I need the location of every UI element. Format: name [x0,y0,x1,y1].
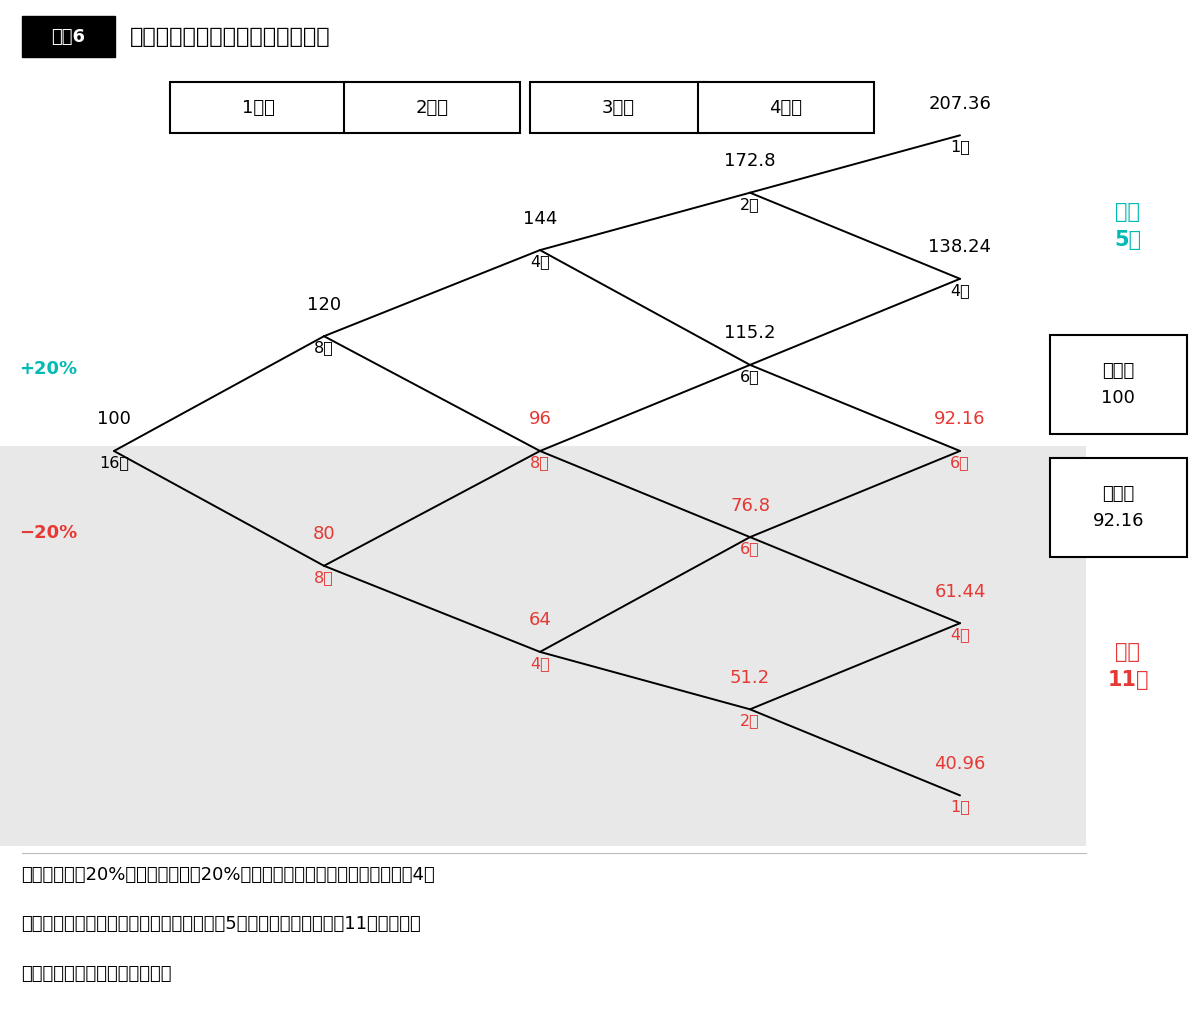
Text: −20%: −20% [19,524,77,542]
Text: 64: 64 [528,611,552,629]
Bar [22,16,115,57]
Text: 6人: 6人 [740,369,760,384]
Text: 2回目: 2回目 [415,98,449,117]
FancyBboxPatch shape [1050,335,1187,434]
Text: 40.96: 40.96 [935,754,985,773]
Text: +20%: +20% [19,360,77,378]
FancyBboxPatch shape [1050,458,1187,557]
Text: 80: 80 [313,525,335,543]
Text: うに、分布に偏りが発生する。: うに、分布に偏りが発生する。 [22,965,172,983]
Text: 8人: 8人 [530,455,550,470]
Text: 61.44: 61.44 [935,582,985,601]
Text: 138.24: 138.24 [929,238,991,256]
Text: 51.2: 51.2 [730,668,770,687]
Text: 115.2: 115.2 [725,324,775,342]
Text: 6人: 6人 [950,455,970,470]
Text: 6人: 6人 [740,541,760,557]
FancyBboxPatch shape [530,82,706,133]
Text: 表が出れば＋20%、裏が出れば－20%というルールのコイン投げゲームを4回: 表が出れば＋20%、裏が出れば－20%というルールのコイン投げゲームを4回 [22,866,436,885]
Text: 4人: 4人 [530,254,550,270]
Text: 負け
11人: 負け 11人 [1108,643,1148,690]
Text: 3回目: 3回目 [601,98,635,117]
Text: 16人: 16人 [98,455,130,470]
Text: 120: 120 [307,295,341,314]
Text: 図表6: 図表6 [52,28,85,46]
Text: 1回目: 1回目 [241,98,275,117]
Text: 1人: 1人 [950,800,970,815]
Text: 4回目: 4回目 [769,98,803,117]
Text: 勝ち
5人: 勝ち 5人 [1115,202,1141,249]
Text: 2人: 2人 [740,197,760,212]
Text: 172.8: 172.8 [725,152,775,170]
Text: 92.16: 92.16 [935,410,985,428]
Text: 100: 100 [97,410,131,428]
Text: 96: 96 [528,410,552,428]
Text: 4人: 4人 [950,627,970,643]
FancyBboxPatch shape [698,82,874,133]
Text: 144: 144 [523,209,557,228]
Text: 8人: 8人 [314,570,334,585]
Text: 8人: 8人 [314,340,334,356]
Text: 繰り返したした場合、利益が出た勝ち組が5人と損をした負け組が11人というよ: 繰り返したした場合、利益が出た勝ち組が5人と損をした負け組が11人というよ [22,915,421,934]
FancyBboxPatch shape [344,82,520,133]
Text: 1人: 1人 [950,139,970,155]
FancyBboxPatch shape [170,82,346,133]
Text: 207.36: 207.36 [929,94,991,113]
Text: 平均値
100: 平均値 100 [1102,362,1135,407]
Text: 平均値と中央値が離れていくわけ: 平均値と中央値が離れていくわけ [130,27,330,47]
Bar [0,446,1086,846]
Text: 4人: 4人 [950,283,970,298]
Text: 76.8: 76.8 [730,496,770,515]
Text: 2人: 2人 [740,713,760,729]
Text: 4人: 4人 [530,656,550,671]
Text: 中央値
92.16: 中央値 92.16 [1093,485,1144,530]
